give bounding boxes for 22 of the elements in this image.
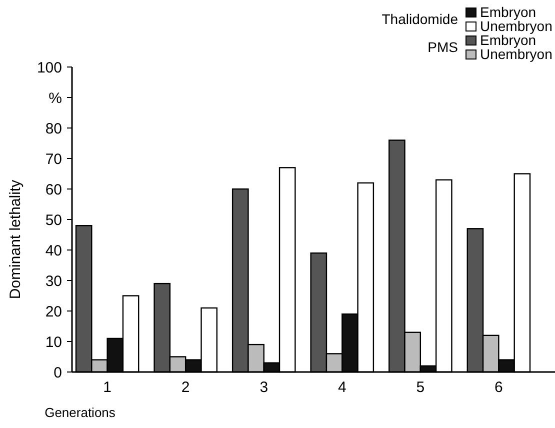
y-tick-label: 70 [45, 150, 62, 168]
y-tick-label: 10 [45, 334, 62, 351]
y-tick-label: 50 [45, 212, 62, 229]
y-tick-label: 20 [45, 303, 62, 320]
x-tick-label: 2 [181, 379, 190, 396]
legend-label: Embryon [480, 4, 536, 20]
x-tick-label: 3 [260, 379, 268, 396]
x-tick-label: 5 [416, 379, 425, 396]
x-tick-label: 1 [103, 379, 112, 396]
y-tick-label: 60 [45, 181, 62, 198]
y-tick-label: % [48, 90, 62, 107]
y-tick-label: 100 [36, 59, 62, 76]
y-axis-title: Dominant lethality [7, 179, 24, 300]
x-axis-title: Generations [44, 405, 116, 420]
x-tick-label: 4 [338, 379, 346, 396]
text: Thalidomide [382, 11, 458, 27]
y-tick-label: 0 [54, 364, 62, 382]
x-tick-label: 6 [494, 379, 503, 396]
text: PMS [428, 39, 458, 55]
y-tick-label: 40 [45, 242, 62, 260]
y-tick-label: 30 [45, 272, 62, 290]
y-tick-label: 80 [45, 120, 62, 138]
